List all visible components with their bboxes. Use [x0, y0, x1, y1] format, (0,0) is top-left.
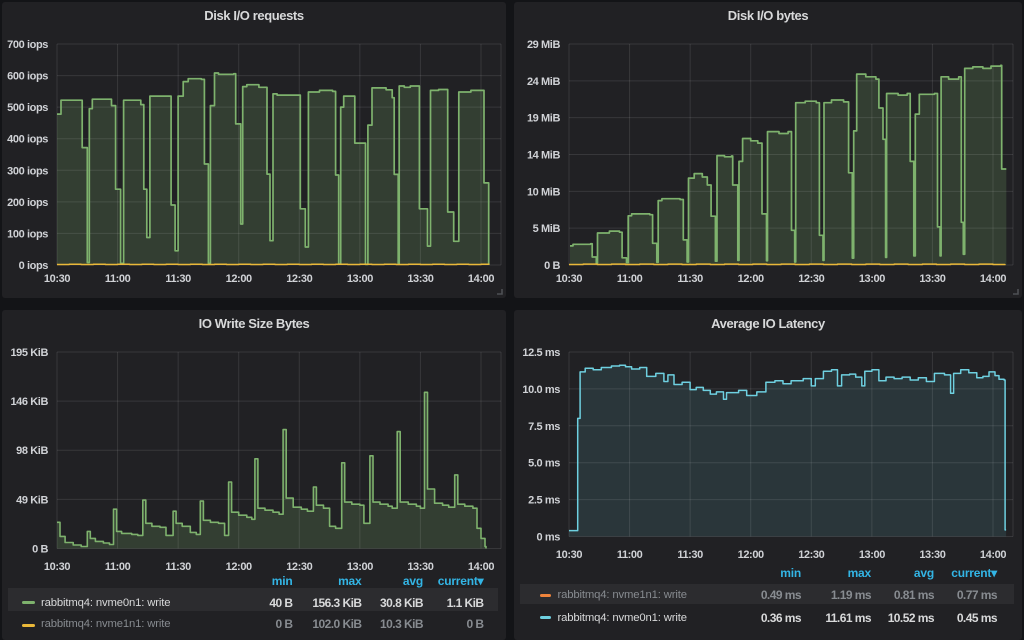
svg-text:12:30: 12:30 [286, 561, 312, 572]
svg-text:13:30: 13:30 [919, 273, 945, 285]
svg-text:10:30: 10:30 [44, 561, 70, 572]
svg-text:12:30: 12:30 [286, 273, 312, 285]
svg-text:0 B: 0 B [544, 260, 560, 272]
svg-text:13:30: 13:30 [407, 273, 433, 285]
svg-text:10:30: 10:30 [556, 273, 582, 285]
svg-text:0 B: 0 B [32, 544, 48, 556]
svg-text:2.5 ms: 2.5 ms [528, 495, 560, 507]
svg-text:13:00: 13:00 [859, 549, 885, 560]
svg-text:400 iops: 400 iops [7, 134, 48, 146]
svg-text:7.5 ms: 7.5 ms [528, 421, 560, 433]
svg-text:300 iops: 300 iops [7, 165, 48, 177]
svg-text:29 MiB: 29 MiB [527, 39, 561, 51]
svg-text:11:00: 11:00 [105, 273, 131, 285]
svg-text:195 KiB: 195 KiB [10, 347, 48, 359]
svg-text:13:00: 13:00 [859, 273, 885, 285]
svg-text:49 KiB: 49 KiB [16, 494, 48, 506]
svg-text:12:30: 12:30 [798, 273, 824, 285]
svg-text:12:00: 12:00 [738, 273, 764, 285]
svg-text:11:30: 11:30 [677, 549, 703, 560]
svg-text:11:00: 11:00 [617, 549, 643, 560]
svg-text:11:00: 11:00 [105, 561, 131, 572]
svg-text:146 KiB: 146 KiB [10, 396, 48, 408]
svg-text:13:00: 13:00 [347, 273, 373, 285]
svg-text:11:30: 11:30 [677, 273, 703, 285]
svg-text:13:30: 13:30 [407, 561, 433, 572]
svg-text:10.0 ms: 10.0 ms [522, 384, 560, 396]
svg-text:19 MiB: 19 MiB [527, 113, 561, 125]
svg-text:12:00: 12:00 [738, 549, 764, 560]
svg-text:10 MiB: 10 MiB [527, 186, 561, 198]
svg-text:11:30: 11:30 [165, 561, 191, 572]
svg-text:11:00: 11:00 [617, 273, 643, 285]
svg-text:5.0 ms: 5.0 ms [528, 458, 560, 470]
svg-text:100 iops: 100 iops [7, 228, 48, 240]
svg-text:600 iops: 600 iops [7, 71, 48, 83]
svg-text:11:30: 11:30 [165, 273, 191, 285]
svg-text:98 KiB: 98 KiB [16, 445, 48, 457]
svg-text:14:00: 14:00 [980, 549, 1006, 560]
svg-text:12:00: 12:00 [226, 273, 252, 285]
svg-text:0 iops: 0 iops [19, 260, 49, 272]
svg-text:24 MiB: 24 MiB [527, 76, 561, 88]
svg-text:14 MiB: 14 MiB [527, 150, 561, 162]
svg-text:14:00: 14:00 [468, 561, 494, 572]
svg-text:700 iops: 700 iops [7, 39, 48, 51]
svg-text:5 MiB: 5 MiB [533, 223, 561, 235]
svg-text:200 iops: 200 iops [7, 197, 48, 209]
svg-text:12.5 ms: 12.5 ms [522, 347, 560, 359]
svg-text:12:00: 12:00 [226, 561, 252, 572]
svg-text:0 ms: 0 ms [537, 532, 561, 544]
svg-text:14:00: 14:00 [468, 273, 494, 285]
svg-text:10:30: 10:30 [556, 549, 582, 560]
svg-text:14:00: 14:00 [980, 273, 1006, 285]
svg-text:500 iops: 500 iops [7, 102, 48, 114]
svg-text:10:30: 10:30 [44, 273, 70, 285]
svg-text:13:00: 13:00 [347, 561, 373, 572]
svg-text:12:30: 12:30 [798, 549, 824, 560]
svg-text:13:30: 13:30 [919, 549, 945, 560]
